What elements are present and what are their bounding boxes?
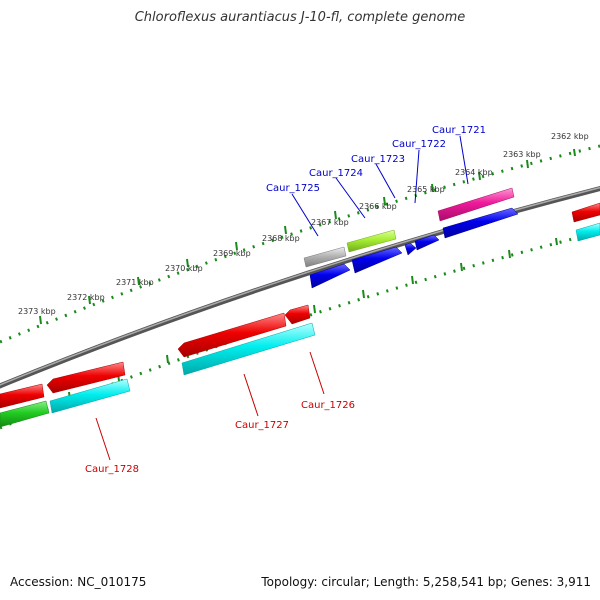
outer-major-ticks — [39, 148, 576, 325]
gene-caur-1727-red[interactable] — [177, 312, 287, 358]
gene-blue-arrow-4[interactable] — [351, 246, 403, 274]
scale-labels: 2362 kbp 2363 kbp 2364 kbp 2365 kbp 2366… — [18, 132, 589, 316]
scale-label-2370: 2370 kbp — [165, 264, 203, 273]
scale-label-2371: 2371 kbp — [116, 278, 154, 287]
gene-red-left-edge[interactable] — [0, 383, 45, 409]
scale-label-2373: 2373 kbp — [18, 307, 56, 316]
genome-backbone — [0, 185, 600, 389]
gene-blue-arrow-5[interactable] — [309, 263, 351, 289]
gene-caur-1728-red[interactable] — [46, 361, 126, 394]
gene-label-caur-1725[interactable]: Caur_1725 — [266, 183, 320, 194]
gene-label-caur-1721[interactable]: Caur_1721 — [432, 125, 486, 136]
gene-caur-1721-magenta[interactable] — [437, 187, 515, 222]
scale-label-2365: 2365 kbp — [407, 185, 445, 194]
gene-green-left-edge[interactable] — [0, 400, 50, 428]
scale-label-2363: 2363 kbp — [503, 150, 541, 159]
gene-label-caur-1727[interactable]: Caur_1727 — [235, 420, 289, 431]
gene-blue-arrow-3[interactable] — [404, 242, 417, 256]
map-title: Chloroflexus aurantiacus J-10-fl, comple… — [134, 10, 466, 25]
gene-caur-1724-lime[interactable] — [346, 229, 397, 253]
leader-lines-red — [95, 351, 325, 461]
gene-label-caur-1723[interactable]: Caur_1723 — [351, 154, 405, 165]
gene-labels-blue: Caur_1721 Caur_1722 Caur_1723 Caur_1724 … — [266, 125, 486, 194]
outer-tick-track — [0, 144, 600, 344]
scale-label-2362: 2362 kbp — [551, 132, 589, 141]
gene-label-caur-1728[interactable]: Caur_1728 — [85, 464, 139, 475]
gene-blue-arrow-2[interactable] — [414, 234, 440, 251]
gene-labels-red: Caur_1726 Caur_1727 Caur_1728 — [85, 400, 355, 475]
accession-text: Accession: NC_010175 — [10, 575, 147, 589]
gene-cyan-arrow-1[interactable] — [181, 322, 316, 376]
gene-blue-arrow-1[interactable] — [442, 207, 519, 239]
inner-tick-track — [0, 230, 600, 430]
gene-caur-1725-gray[interactable] — [303, 246, 347, 268]
scale-label-2368: 2368 kbp — [262, 234, 300, 243]
gene-label-caur-1724[interactable]: Caur_1724 — [309, 168, 363, 179]
scale-label-2369: 2369 kbp — [213, 249, 251, 258]
scale-label-2364: 2364 kbp — [455, 168, 493, 177]
gene-caur-1726-red[interactable] — [284, 304, 311, 325]
scale-label-2372: 2372 kbp — [67, 293, 105, 302]
gene-cyan-right-edge[interactable] — [575, 222, 600, 242]
scale-label-2367: 2367 kbp — [311, 218, 349, 227]
gene-label-caur-1726[interactable]: Caur_1726 — [301, 400, 355, 411]
gene-red-right-edge[interactable] — [571, 202, 600, 223]
gene-cyan-arrow-2[interactable] — [49, 378, 131, 414]
topology-text: Topology: circular; Length: 5,258,541 bp… — [261, 575, 591, 589]
gene-label-caur-1722[interactable]: Caur_1722 — [392, 139, 446, 150]
leader-lines-blue — [291, 135, 469, 237]
genome-backbone-highlight — [0, 186, 600, 386]
scale-label-2366: 2366 kbp — [359, 202, 397, 211]
